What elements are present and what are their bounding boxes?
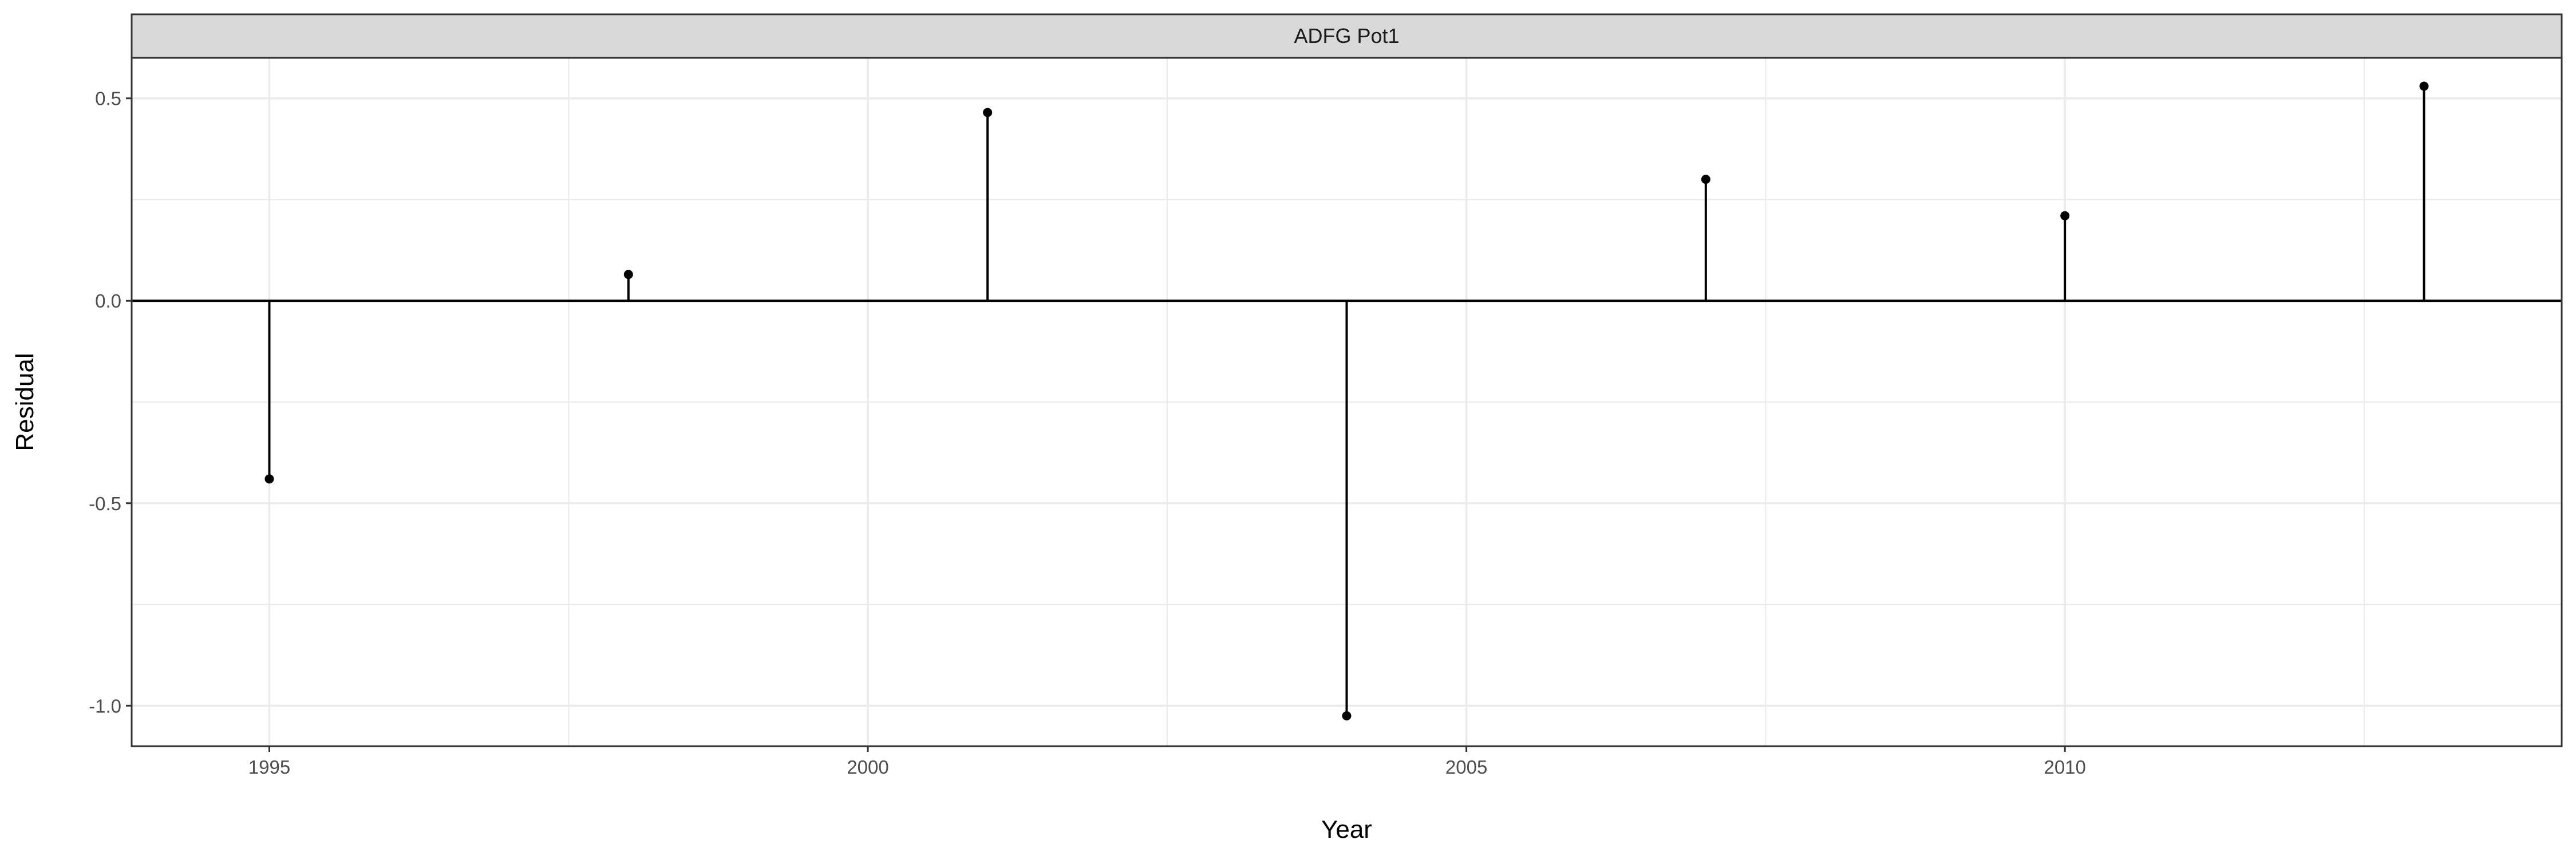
x-tick-label: 2000 [847, 756, 888, 778]
x-tick-label: 2005 [1445, 756, 1487, 778]
data-marks [132, 81, 2562, 720]
residual-point [1342, 711, 1352, 720]
residual-point [2060, 211, 2070, 220]
axis-ticks: 1995 2000 2005 2010 -1.0 -0.5 0.0 0.5 [89, 88, 2086, 778]
panel-border [131, 57, 2563, 747]
facet-strip-background [131, 13, 2563, 59]
residual-point [264, 474, 274, 484]
facet-strip: ADFG Pot1 [131, 13, 2563, 59]
y-tick-label: -1.0 [89, 695, 121, 716]
residual-point [623, 270, 633, 279]
x-tick-label: 2010 [2044, 756, 2085, 778]
residual-point [983, 108, 993, 117]
facet-strip-label: ADFG Pot1 [1294, 24, 1399, 48]
x-axis-title: Year [1321, 815, 1372, 844]
residual-point [1701, 175, 1710, 184]
y-tick-label: -0.5 [89, 493, 121, 514]
y-tick-label: 0.5 [95, 88, 121, 109]
y-tick-label: 0.0 [95, 290, 121, 312]
y-axis-title: Residual [11, 353, 39, 451]
x-tick-label: 1995 [248, 756, 290, 778]
residual-point [2419, 81, 2429, 91]
